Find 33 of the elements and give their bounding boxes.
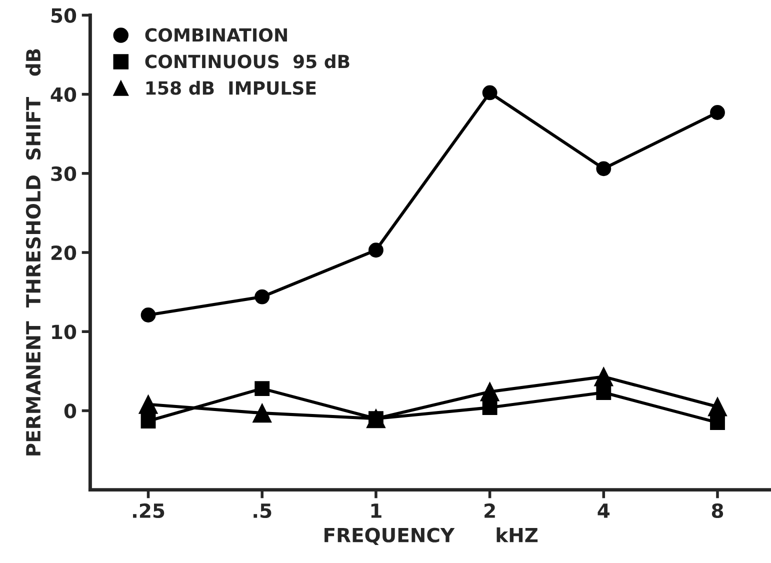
point [594,367,614,386]
x-tick-label: 2 [484,503,495,518]
point [252,404,272,423]
y-axis-title: PERMANENT THRESHOLD SHIFT dB [26,49,41,456]
point [482,400,498,416]
x-tick-label: 4 [598,504,610,518]
legend-label: COMBINATION [145,28,287,42]
x-tick-label: .5 [254,504,272,518]
legend-label: CONTINUOUS 95 dB [145,54,350,68]
y-tick-label: 30 [51,166,76,182]
point [480,382,500,402]
y-tick-label: 10 [52,324,76,340]
y-tick-label: 40 [50,87,76,102]
point [596,385,612,400]
x-tick-label: 8 [712,503,724,518]
x-tick-label: .25 [133,503,164,518]
point [368,242,384,258]
point [138,394,158,414]
y-tick-label: 0 [64,404,76,418]
point [482,85,498,100]
y-tick-label: 20 [51,245,76,260]
point [140,308,156,322]
point [140,414,156,428]
x-axis-title: FREQUENCY kHZ [324,527,538,545]
point [710,415,725,430]
legend-label: 158 dB IMPULSE [146,80,316,95]
x-tick-label: 1 [371,504,382,518]
point [708,397,728,416]
y-tick-label: 50 [51,8,76,23]
point [596,161,612,176]
point [254,381,270,396]
point [254,289,270,304]
point [710,105,725,120]
